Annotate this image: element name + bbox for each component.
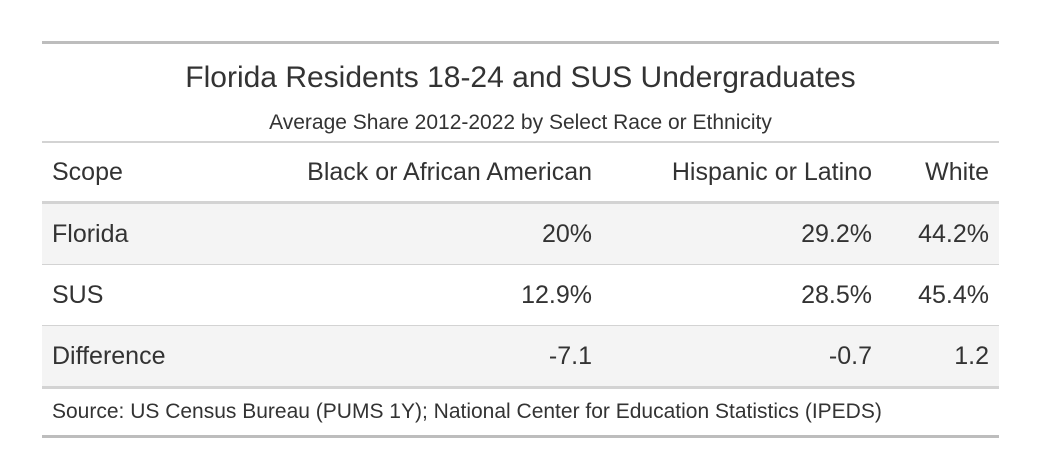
cell-hispanic: -0.7 <box>828 341 872 370</box>
footer-top-rule <box>42 386 999 389</box>
cell-black: -7.1 <box>548 341 592 370</box>
column-header-white: White <box>925 157 989 186</box>
table-row: SUS 12.9% 28.5% 45.4% <box>42 265 999 326</box>
cell-white: 1.2 <box>954 341 989 370</box>
column-header-hispanic: Hispanic or Latino <box>671 157 872 186</box>
header-bottom-rule <box>42 201 999 204</box>
cell-white: 45.4% <box>918 280 989 309</box>
table-row: Difference -7.1 -0.7 1.2 <box>42 326 999 386</box>
column-header-scope: Scope <box>52 157 123 186</box>
table-subtitle: Average Share 2012-2022 by Select Race o… <box>269 111 772 134</box>
cell-hispanic: 28.5% <box>801 280 872 309</box>
table-title: Florida Residents 18-24 and SUS Undergra… <box>185 61 856 94</box>
cell-hispanic: 29.2% <box>801 219 872 248</box>
cell-black: 20% <box>541 219 592 248</box>
cell-black: 12.9% <box>521 280 592 309</box>
cell-scope: Difference <box>52 341 166 370</box>
table-bottom-rule <box>42 435 999 438</box>
column-header-row: Scope Black or African American Hispanic… <box>42 143 999 201</box>
table-top-rule <box>42 41 999 44</box>
cell-scope: SUS <box>52 280 104 309</box>
cell-white: 44.2% <box>918 219 989 248</box>
header-top-rule <box>42 141 999 143</box>
cell-scope: Florida <box>52 219 129 248</box>
table-row: Florida 20% 29.2% 44.2% <box>42 204 999 265</box>
column-header-black: Black or African American <box>307 157 592 186</box>
data-table: Florida Residents 18-24 and SUS Undergra… <box>42 41 999 438</box>
source-note: Source: US Census Bureau (PUMS 1Y); Nati… <box>52 400 882 423</box>
